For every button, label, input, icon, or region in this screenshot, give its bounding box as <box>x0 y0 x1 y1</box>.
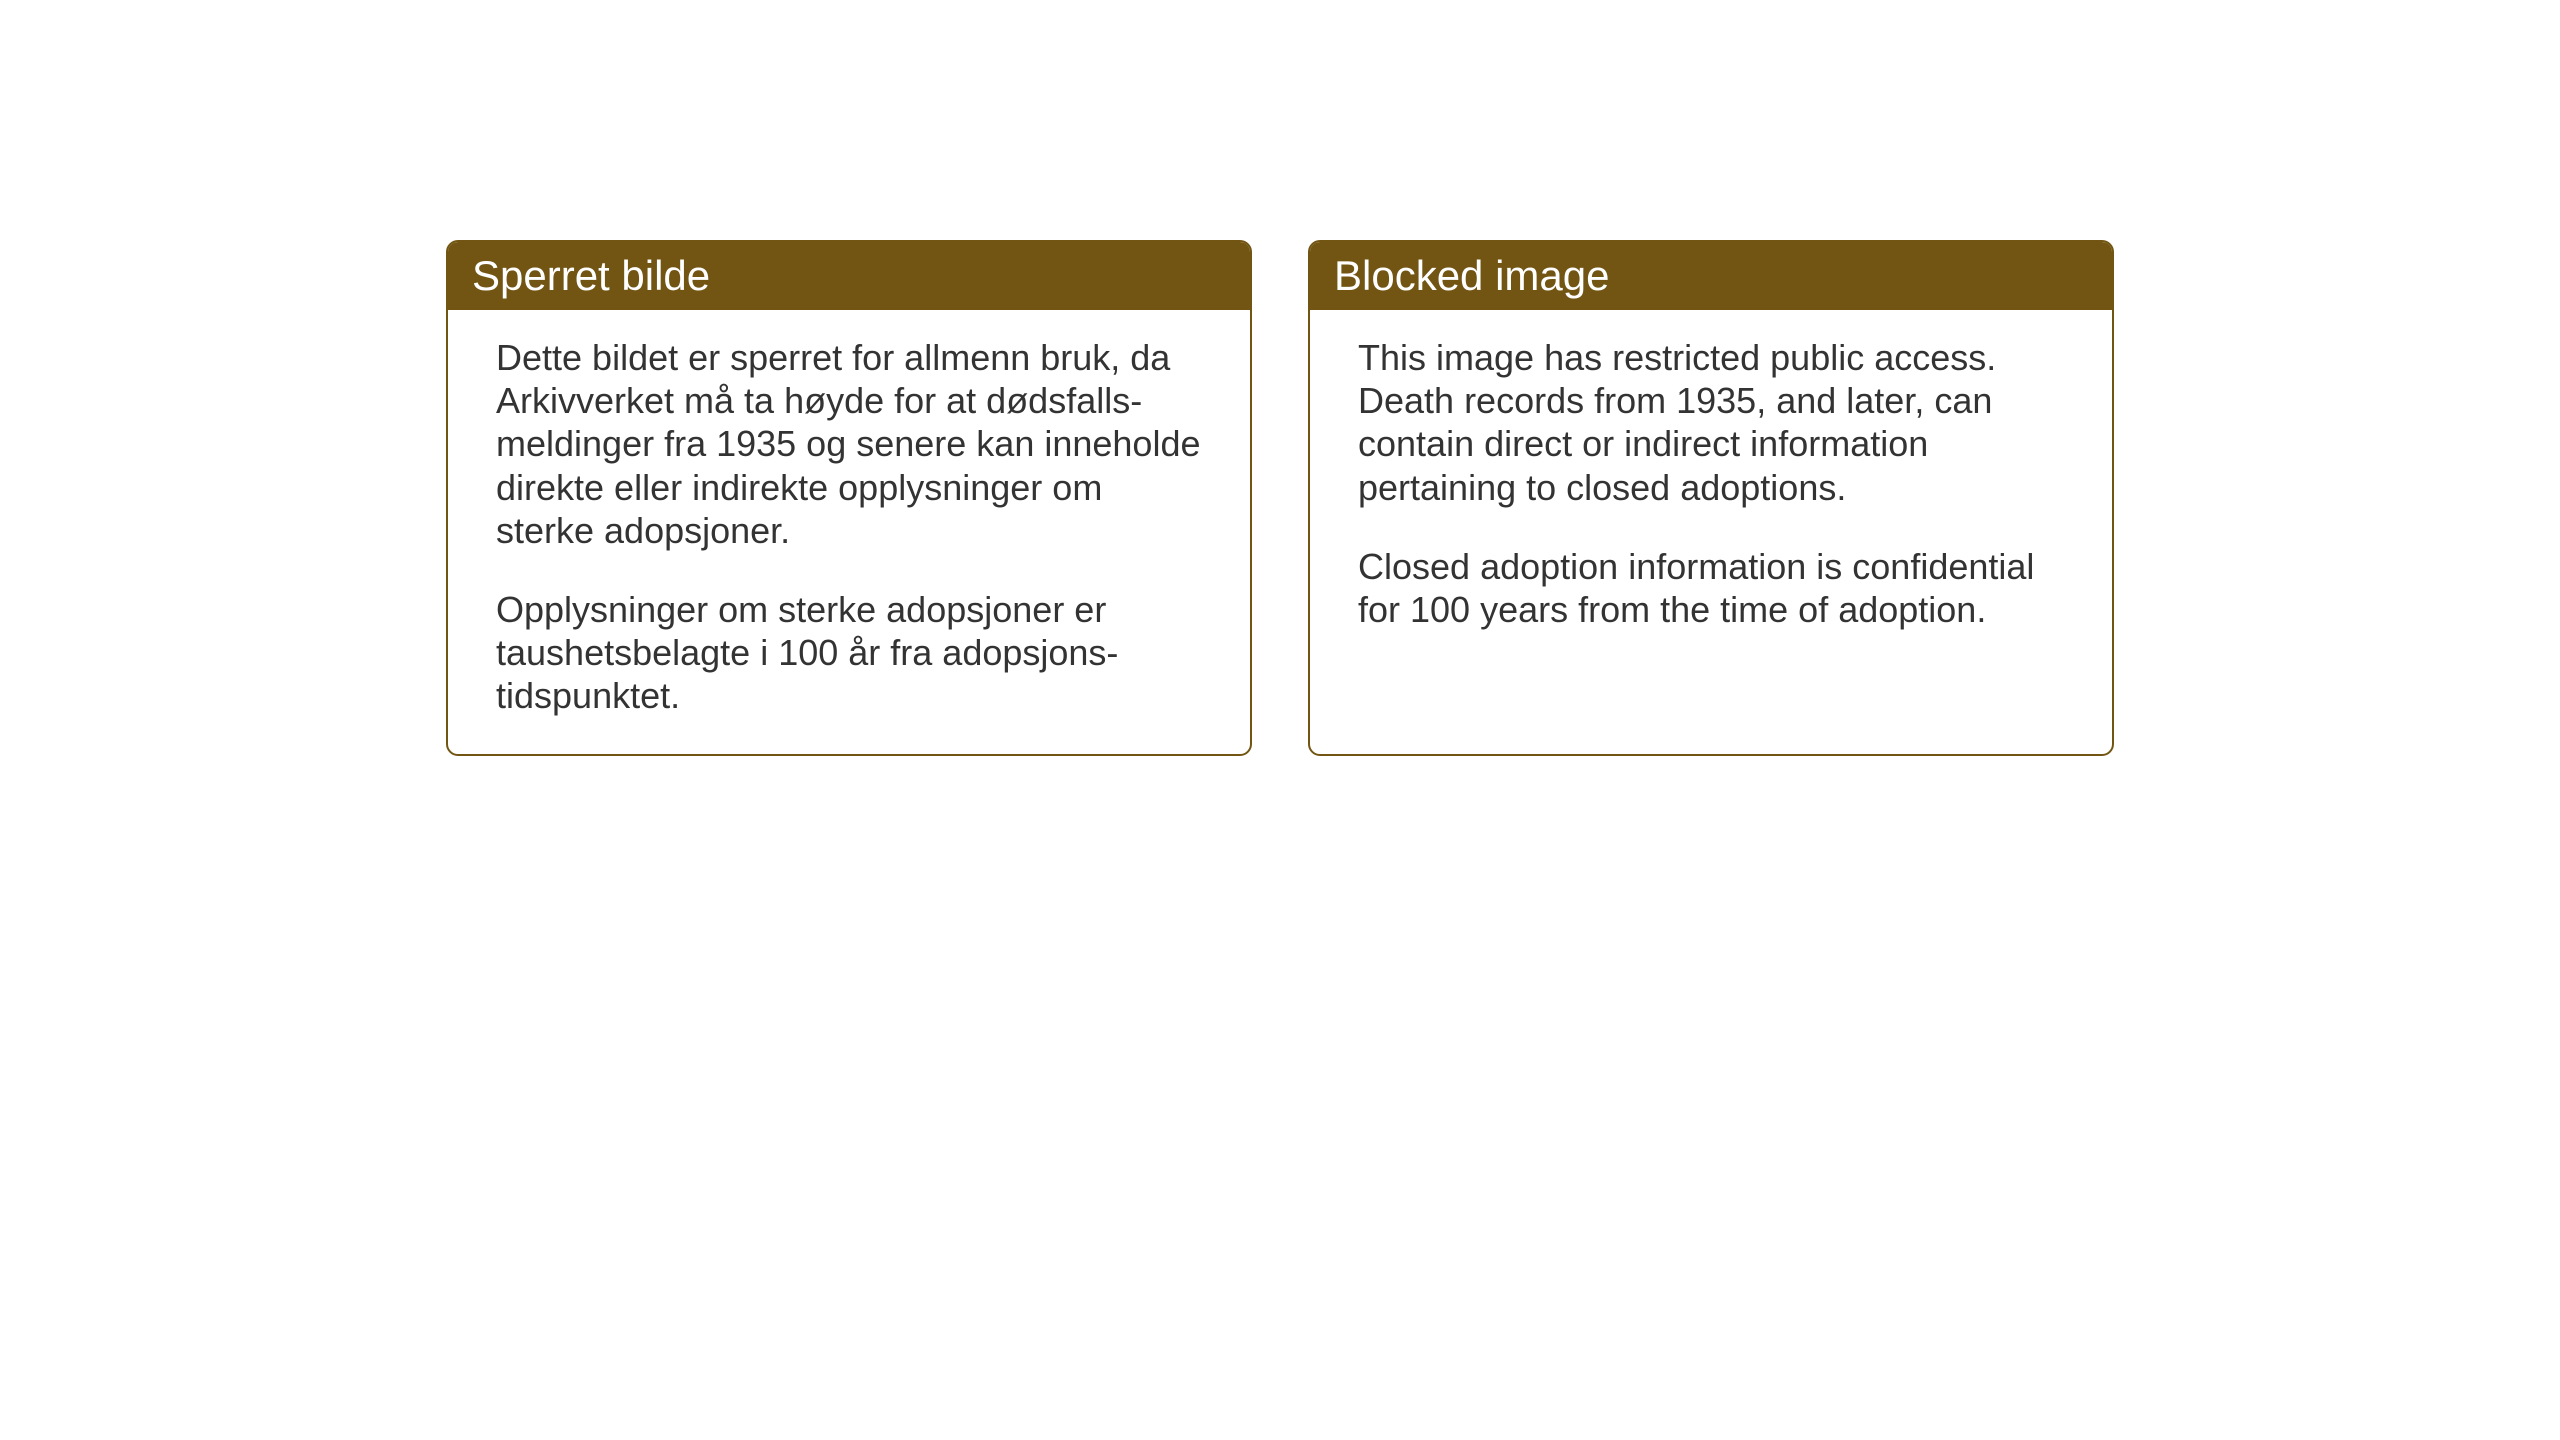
norwegian-card-title: Sperret bilde <box>448 242 1250 310</box>
notice-cards-container: Sperret bilde Dette bildet er sperret fo… <box>446 240 2114 756</box>
english-card-body: This image has restricted public access.… <box>1310 310 2112 710</box>
norwegian-card-body: Dette bildet er sperret for allmenn bruk… <box>448 310 1250 754</box>
norwegian-paragraph-2: Opplysninger om sterke adopsjoner er tau… <box>496 588 1202 718</box>
norwegian-paragraph-1: Dette bildet er sperret for allmenn bruk… <box>496 336 1202 552</box>
norwegian-notice-card: Sperret bilde Dette bildet er sperret fo… <box>446 240 1252 756</box>
english-card-title: Blocked image <box>1310 242 2112 310</box>
english-paragraph-2: Closed adoption information is confident… <box>1358 545 2064 631</box>
english-notice-card: Blocked image This image has restricted … <box>1308 240 2114 756</box>
english-paragraph-1: This image has restricted public access.… <box>1358 336 2064 509</box>
